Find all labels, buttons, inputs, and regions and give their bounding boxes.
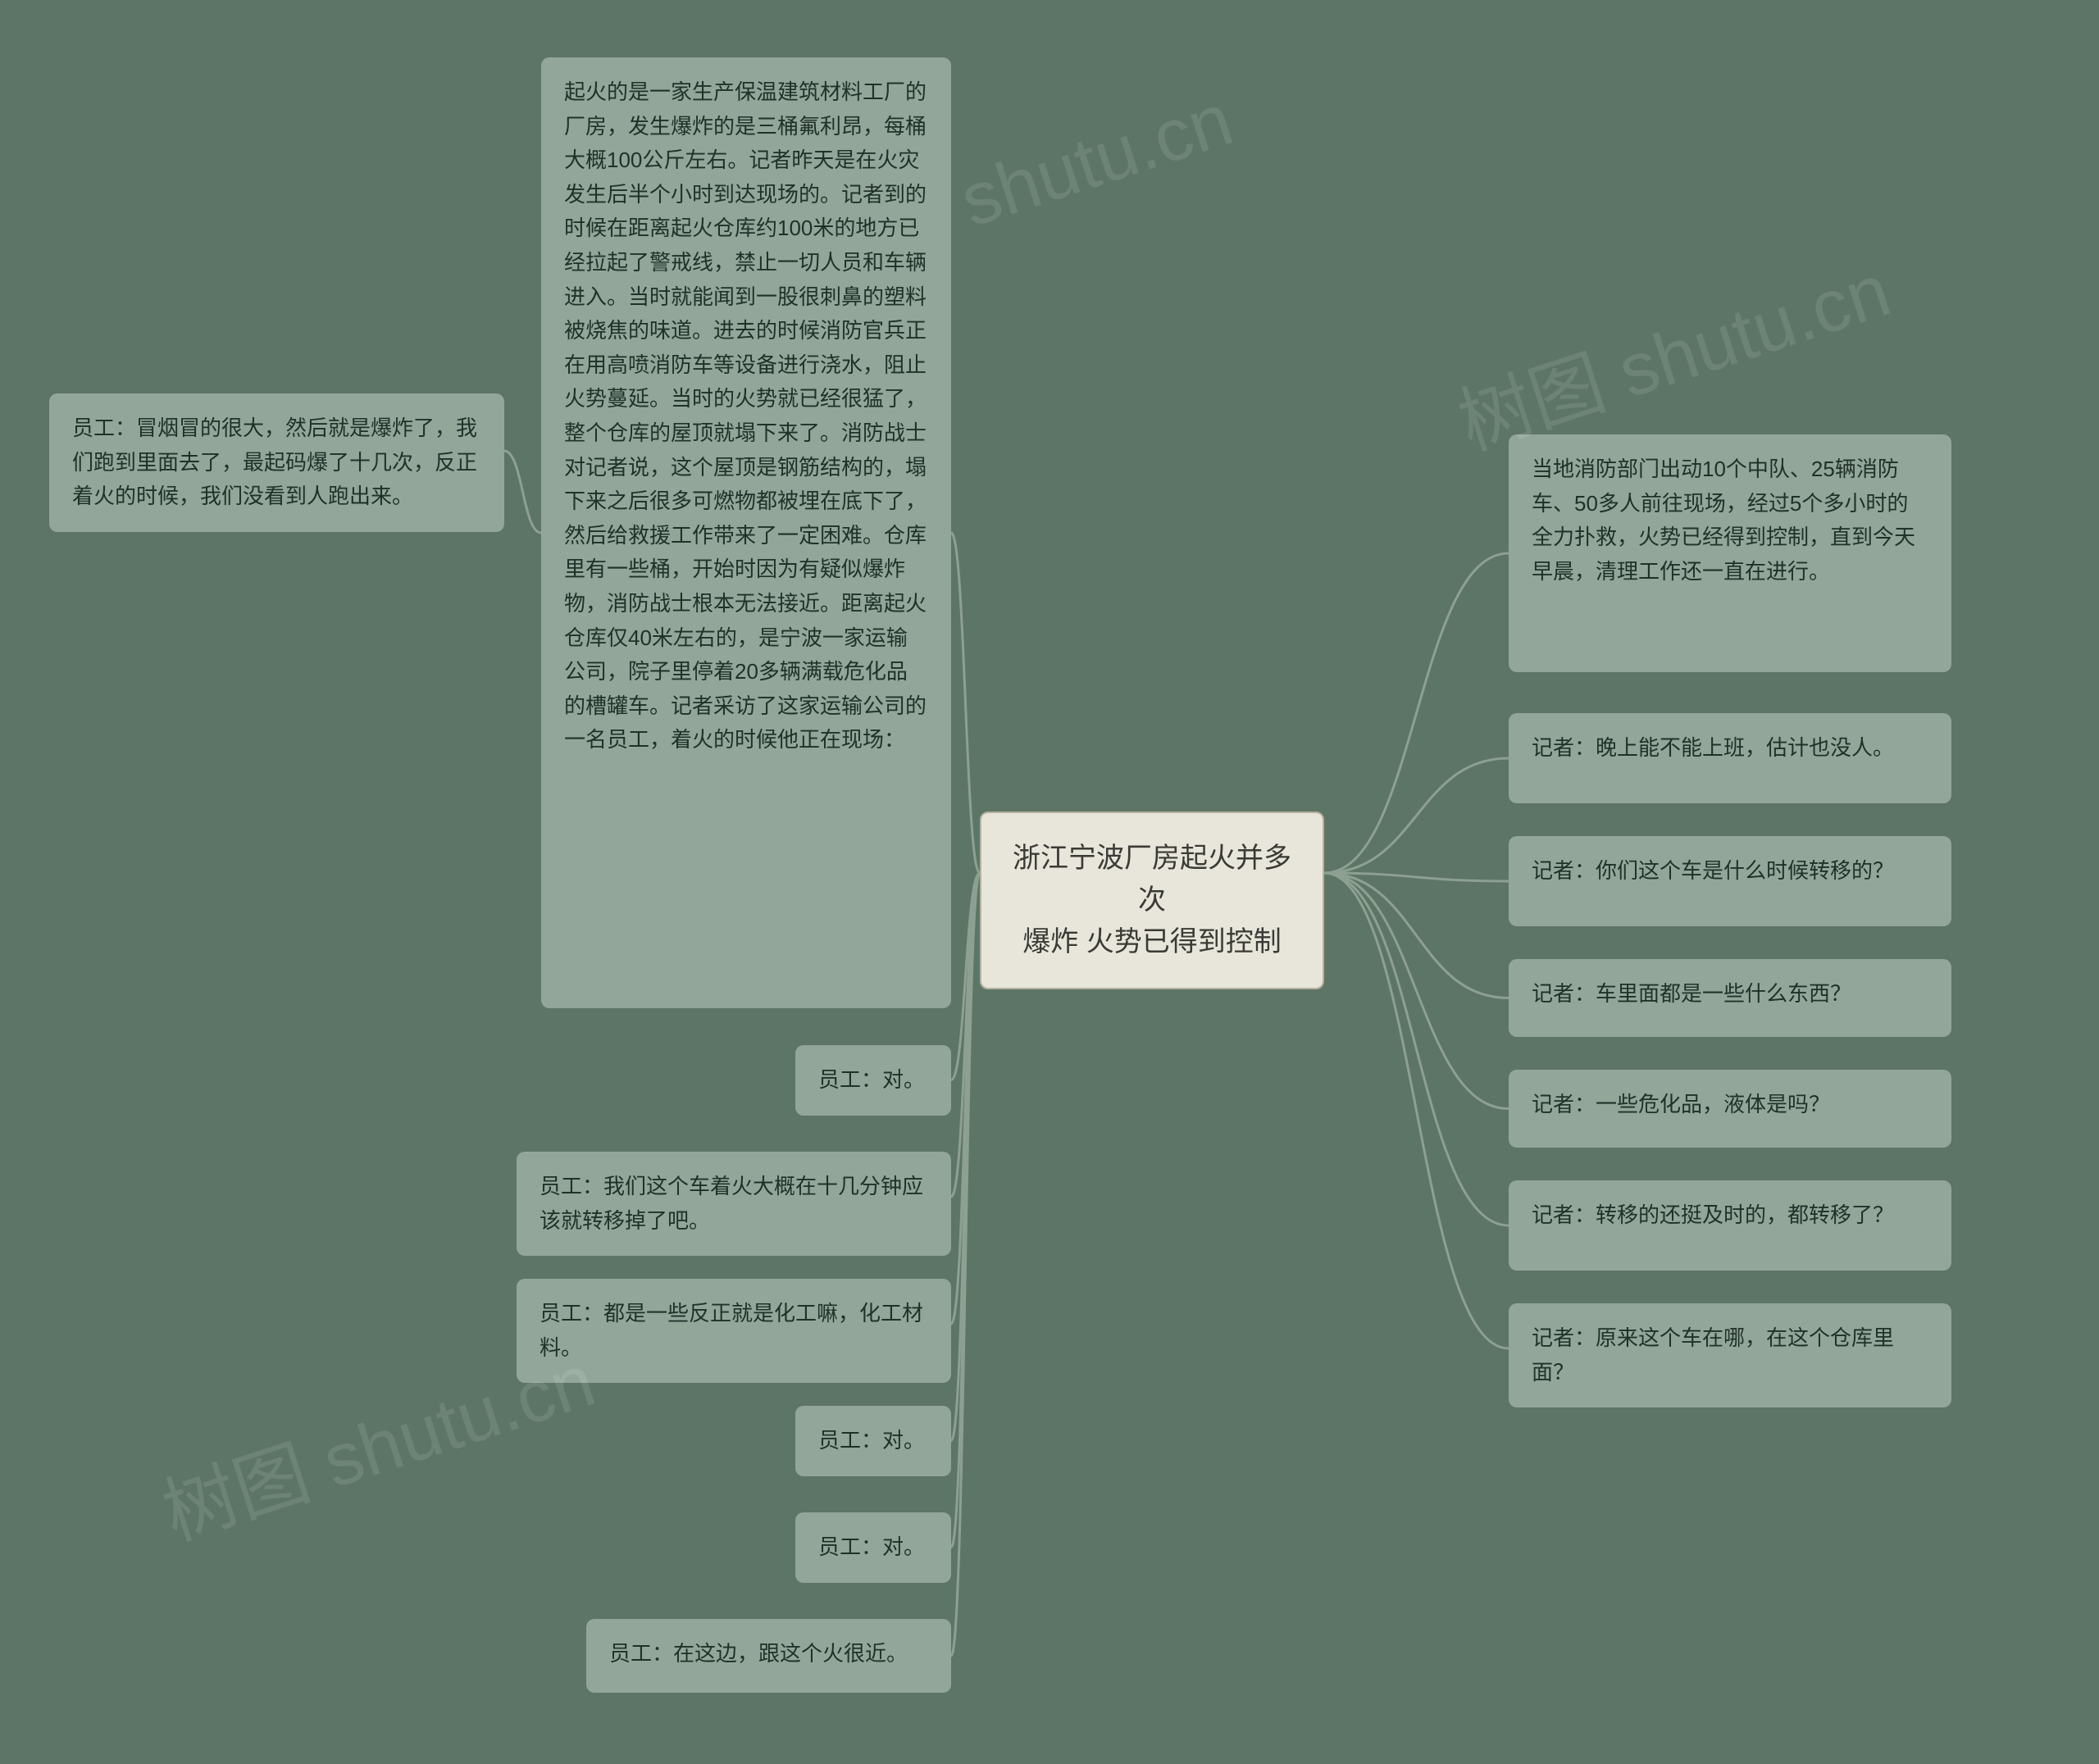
edge (1324, 553, 1509, 873)
mindmap-node[interactable]: 起火的是一家生产保温建筑材料工厂的厂房，发生爆炸的是三桶氟利昂，每桶大概100公… (541, 57, 951, 1008)
node-text: 记者：你们这个车是什么时候转移的？ (1532, 858, 1894, 883)
mindmap-node[interactable]: 员工：我们这个车着火大概在十几分钟应该就转移掉了吧。 (517, 1152, 951, 1256)
node-text: 员工：在这边，跟这个火很近。 (609, 1641, 908, 1666)
edge (951, 873, 980, 1197)
node-text: 记者：原来这个车在哪，在这个仓库里面？ (1532, 1325, 1894, 1384)
mindmap-node[interactable]: 记者：转移的还挺及时的，都转移了？ (1509, 1180, 1951, 1271)
node-text: 起火的是一家生产保温建筑材料工厂的厂房，发生爆炸的是三桶氟利昂，每桶大概100公… (564, 80, 927, 752)
node-text: 记者：车里面都是一些什么东西？ (1532, 981, 1851, 1006)
edge (1324, 873, 1509, 1348)
node-text: 浙江宁波厂房起火并多次 爆炸 火势已得到控制 (1013, 843, 1291, 957)
mindmap-node[interactable]: 记者：车里面都是一些什么东西？ (1509, 959, 1951, 1037)
mindmap-node[interactable]: 员工：对。 (795, 1045, 951, 1116)
edge (1324, 873, 1509, 1225)
edge (1324, 873, 1509, 1109)
node-text: 员工：对。 (818, 1067, 925, 1092)
node-text: 员工：都是一些反正就是化工嘛，化工材料。 (540, 1301, 923, 1360)
center-topic[interactable]: 浙江宁波厂房起火并多次 爆炸 火势已得到控制 (980, 812, 1324, 989)
node-text: 员工：冒烟冒的很大，然后就是爆炸了，我们跑到里面去了，最起码爆了十几次，反正着火… (72, 416, 477, 508)
mindmap-node[interactable]: 员工：对。 (795, 1406, 951, 1476)
mindmap-node[interactable]: 员工：都是一些反正就是化工嘛，化工材料。 (517, 1279, 951, 1383)
edge (951, 873, 980, 1080)
edge (951, 873, 980, 1656)
mindmap-node[interactable]: 记者：晚上能不能上班，估计也没人。 (1509, 713, 1951, 803)
watermark: shutu.cn (951, 78, 1242, 244)
edge (1324, 873, 1509, 881)
edge (1324, 758, 1509, 873)
mindmap-node[interactable]: 员工：在这边，跟这个火很近。 (586, 1619, 951, 1693)
node-text: 记者：转移的还挺及时的，都转移了？ (1532, 1203, 1894, 1227)
node-text: 记者：一些危化品，液体是吗？ (1532, 1092, 1830, 1116)
edge (951, 873, 980, 1548)
mindmap-node[interactable]: 记者：一些危化品，液体是吗？ (1509, 1070, 1951, 1148)
edge (504, 451, 541, 533)
edge (1324, 873, 1509, 998)
edge (951, 873, 980, 1441)
mindmap-canvas: 浙江宁波厂房起火并多次 爆炸 火势已得到控制 当地消防部门出动10个中队、25辆消… (0, 0, 2099, 1764)
mindmap-node[interactable]: 记者：你们这个车是什么时候转移的？ (1509, 836, 1951, 926)
mindmap-node[interactable]: 当地消防部门出动10个中队、25辆消防车、50多人前往现场，经过5个多小时的全力… (1509, 434, 1951, 672)
mindmap-node[interactable]: 员工：对。 (795, 1512, 951, 1583)
node-text: 员工：我们这个车着火大概在十几分钟应该就转移掉了吧。 (540, 1174, 923, 1233)
node-text: 当地消防部门出动10个中队、25辆消防车、50多人前往现场，经过5个多小时的全力… (1532, 457, 1915, 584)
mindmap-node[interactable]: 员工：冒烟冒的很大，然后就是爆炸了，我们跑到里面去了，最起码爆了十几次，反正着火… (49, 393, 504, 532)
mindmap-node[interactable]: 记者：原来这个车在哪，在这个仓库里面？ (1509, 1303, 1951, 1407)
node-text: 员工：对。 (818, 1534, 925, 1559)
node-text: 记者：晚上能不能上班，估计也没人。 (1532, 735, 1894, 760)
edge (951, 533, 980, 873)
node-text: 员工：对。 (818, 1428, 925, 1453)
edge (951, 873, 980, 1324)
